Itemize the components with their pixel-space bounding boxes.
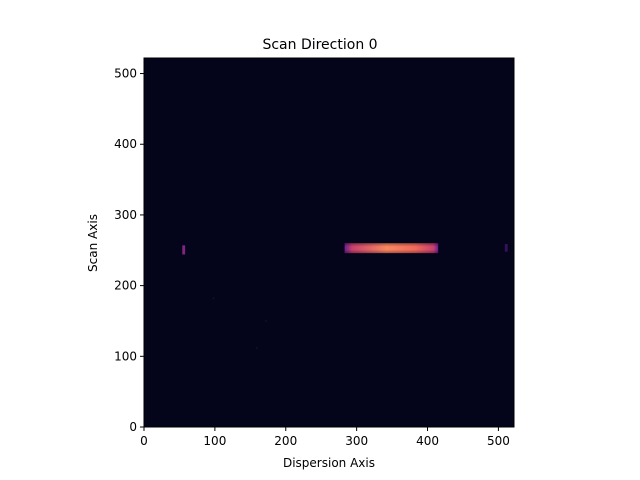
y-axis: 0 100 200 300 400 500 [114,67,144,434]
left-spot [182,245,186,255]
faint-dot-1 [212,297,215,300]
y-tick-label: 100 [114,349,137,363]
plot-area [144,58,514,427]
x-tick-label: 0 [140,434,148,448]
y-axis-label: Scan Axis [86,214,100,272]
x-axis-label: Dispersion Axis [283,456,375,470]
y-tick-label: 0 [129,420,137,434]
x-tick-label: 500 [487,434,510,448]
x-axis: 0 100 200 300 400 500 [140,427,510,448]
y-tick-label: 500 [114,67,137,81]
chart-title: Scan Direction 0 [262,37,377,53]
y-tick-label: 200 [114,279,137,293]
x-tick-label: 100 [203,434,226,448]
x-tick-label: 200 [274,434,297,448]
y-tick-label: 300 [114,208,137,222]
right-edge-spot [504,243,508,252]
y-tick-label: 400 [114,137,137,151]
x-tick-label: 400 [416,434,439,448]
faint-dot-2 [265,320,267,322]
plot-frame [143,57,515,428]
heatmap-features [182,243,508,349]
faint-dot-3 [255,347,258,349]
x-tick-label: 300 [345,434,368,448]
spectrum-trace-shade [344,243,439,254]
